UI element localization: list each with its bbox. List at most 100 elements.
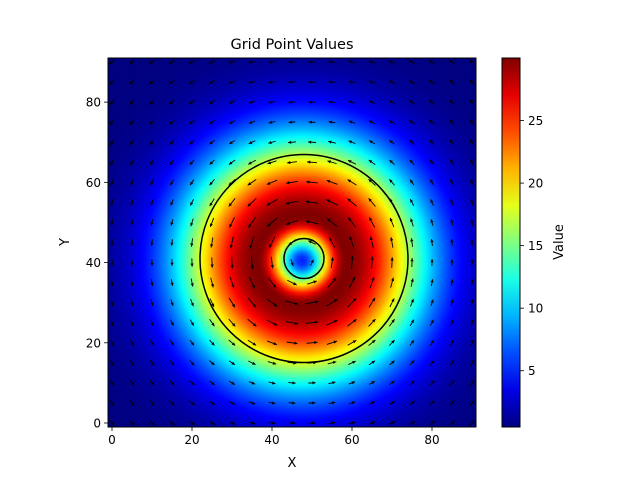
vector-arrow [267,160,277,165]
vector-arrow [130,339,134,346]
vector-arrow [130,219,134,226]
plot-frame [107,57,477,428]
vector-arrow [190,298,194,307]
vector-arrow [410,238,414,247]
vector-arrow [308,100,316,104]
vector-arrow [328,381,336,385]
vector-arrow [169,420,175,426]
vector-arrow [188,59,196,65]
vector-arrow [189,198,195,206]
vector-arrow [129,159,135,166]
vector-arrow [130,259,134,266]
vector-arrow [408,99,416,105]
vector-arrow [408,420,416,426]
vector-arrow [268,381,276,385]
colorbar: 5 10 15 20 25 Value [501,57,567,428]
vector-arrow [150,199,154,206]
vector-arrow [305,220,319,225]
vector-arrow [129,379,135,386]
vector-arrow [308,60,316,64]
vector-arrow [326,340,338,345]
vector-arrow [348,120,356,124]
x-tick-label: 0 [108,433,116,447]
vector-arrow [429,79,435,85]
vector-arrow [188,420,196,426]
vector-arrow [370,256,374,269]
x-tick-label: 40 [264,433,279,447]
vector-arrow [368,217,376,228]
vector-arrow [307,140,317,144]
vector-arrow [229,276,235,289]
vector-arrow [228,421,236,425]
vector-arrow [389,380,395,386]
vector-arrow [409,360,415,366]
vector-arrow [248,401,256,405]
vector-arrow [409,198,415,206]
vector-arrow [129,59,135,65]
vector-arrow [266,198,278,206]
vector-arrow [348,276,356,289]
vector-arrow [348,421,356,425]
vector-arrow [288,60,296,64]
vector-arrow [388,100,396,105]
vector-arrow [169,400,175,406]
vector-arrow [285,300,299,306]
vector-arrow [189,339,195,346]
vector-arrow [110,359,114,366]
vector-arrow [328,60,336,64]
vector-arrow [368,140,376,145]
vector-arrow [109,139,115,146]
vector-arrow [429,99,435,105]
vector-arrow [430,279,434,287]
vector-arrow [430,259,434,267]
vector-arrow [170,319,174,326]
vector-arrow [389,159,395,165]
vector-arrow [410,218,414,227]
vector-arrow [408,60,416,65]
vector-arrow [429,179,435,186]
vector-arrow [328,237,336,248]
vector-arrow [170,219,174,226]
vector-arrow [390,237,394,248]
vector-arrow [130,239,134,246]
vector-arrow [109,119,115,126]
vector-arrow [189,380,195,386]
vector-arrow [469,379,475,386]
vector-arrow [169,380,175,386]
vector-arrow [368,100,376,104]
vector-arrow [268,120,276,124]
vector-arrow [347,318,357,327]
vector-arrow [349,236,355,249]
vector-arrow [268,421,276,425]
vector-arrow [109,79,115,85]
vector-arrow [348,360,356,365]
vector-arrow [470,299,474,307]
vector-arrow [470,319,474,327]
vector-arrow [470,279,474,286]
vector-arrow [288,381,296,385]
vector-arrow [169,139,175,146]
vector-arrow [110,339,114,347]
vector-arrow [347,179,357,186]
vector-arrow [170,299,174,306]
vector-arrow [469,119,475,126]
vector-arrow [266,298,278,307]
vector-arrow [150,219,154,226]
vector-arrow [389,318,395,327]
vector-arrow [267,277,277,289]
vector-arrow [149,359,155,366]
vector-arrow [449,139,455,146]
vector-arrow [210,237,214,248]
vector-arrow [429,359,435,366]
vector-arrow [410,278,414,287]
vector-arrow [150,259,154,266]
vector-arrow [228,198,236,207]
vector-arrow [129,400,135,406]
y-tick-label: 40 [86,256,101,270]
vector-arrow [228,159,236,165]
vector-arrow [449,99,455,105]
vector-arrow [266,340,278,346]
vector-arrow [288,120,296,124]
vector-arrow [149,400,155,406]
vector-arrow [306,180,318,184]
